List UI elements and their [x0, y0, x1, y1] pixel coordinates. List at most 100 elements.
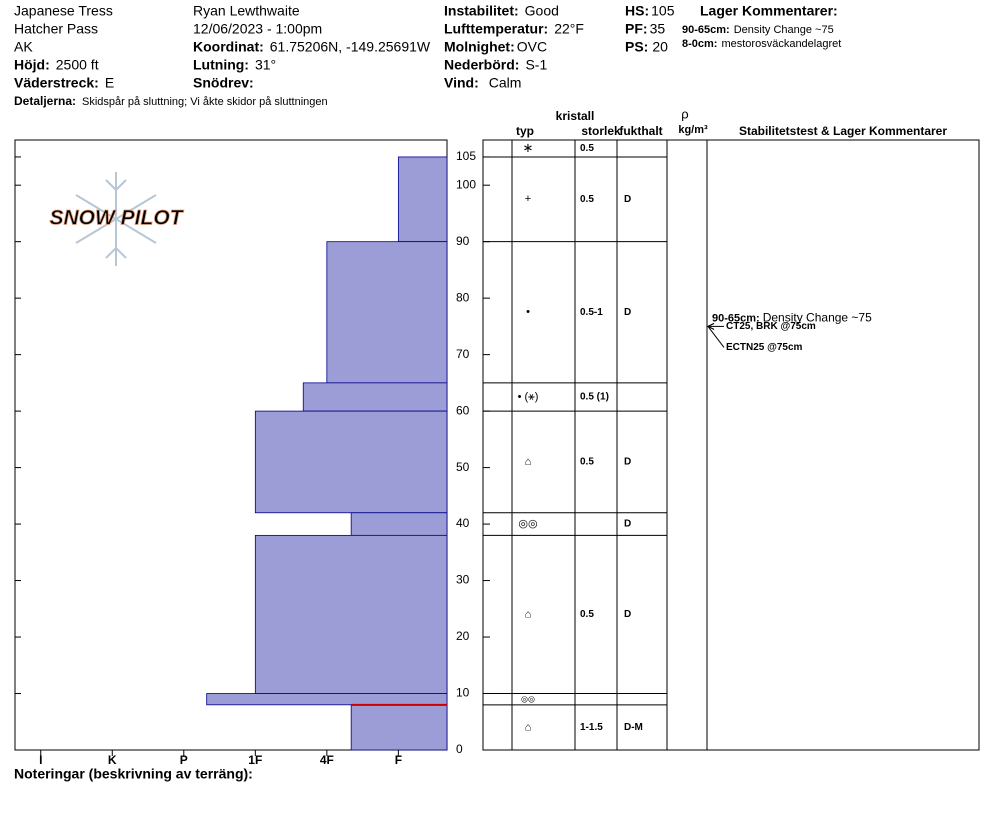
slope-label: Lutning: — [193, 57, 249, 73]
x-tick-label: 4F — [320, 753, 334, 767]
layer-comment-text: mestorosväckandelagret — [721, 38, 841, 50]
moisture: D — [624, 609, 631, 620]
air-temperature-value: 22°F — [554, 21, 584, 37]
y-tick-label: 10 — [456, 686, 470, 700]
elevation-label: Höjd: — [14, 57, 50, 73]
y-tick-label: 100 — [456, 177, 476, 191]
aspect-label: Väderstreck: — [14, 75, 99, 91]
coordinates-value: 61.75206N, -149.25691W — [270, 39, 431, 55]
range: Hatcher Pass — [14, 21, 98, 37]
logo-flake — [75, 172, 157, 266]
hardness-bar — [350, 512, 448, 536]
moisture: D — [624, 457, 631, 468]
moisture: D — [624, 519, 631, 530]
hs-value: 105 — [651, 3, 675, 19]
grain-size: 0.5-1 — [580, 307, 603, 318]
x-tick-label: K — [108, 753, 117, 767]
moisture: D — [624, 194, 631, 205]
wind-value: Calm — [489, 75, 522, 91]
column-density-1: ρ — [681, 106, 688, 121]
y-tick-label: 50 — [456, 460, 470, 474]
y-tick-label: 90 — [456, 234, 470, 248]
y-tick-label: 70 — [456, 347, 470, 361]
wind-label: Vind: — [444, 75, 479, 91]
column-density-2: kg/m³ — [678, 124, 708, 136]
sky-label: Molnighet: — [444, 39, 515, 55]
surface-size: 0.5 — [580, 143, 594, 154]
moisture: D — [624, 307, 631, 318]
layer-comment-depth: 90-65cm: — [682, 24, 730, 36]
grain-type: ⌂ — [525, 721, 532, 733]
hardness-bar — [326, 241, 448, 384]
x-tick-label: F — [395, 753, 402, 767]
layer-comment-depth: 8-0cm: — [682, 38, 717, 50]
hardness-bar — [350, 704, 448, 751]
layer-comments-title: Lager Kommentarer: — [700, 3, 838, 19]
instability-value: Good — [525, 3, 559, 19]
notes-label: Noteringar (beskrivning av terräng): — [14, 766, 253, 782]
annotation-comment-text: Density Change ~75 — [763, 311, 872, 325]
column-comments: Stabilitetstest & Lager Kommentarer — [739, 124, 947, 138]
grain-size: 0.5 — [580, 609, 594, 620]
precipitation-label: Nederbörd: — [444, 57, 519, 73]
y-tick-label: 105 — [456, 149, 476, 163]
ps-label: PS: — [625, 39, 648, 55]
observer: Ryan Lewthwaite — [193, 3, 300, 19]
test-arrow-head — [706, 322, 715, 330]
table-frame — [482, 139, 980, 751]
x-tick-label: 1F — [248, 753, 262, 767]
hardness-bar — [206, 693, 448, 706]
hardness-bar — [397, 156, 448, 243]
coordinates-label: Koordinat: — [193, 39, 264, 55]
column-moisture: fukthalt — [619, 124, 662, 138]
column-size-2: storlek — [581, 124, 621, 138]
x-tick-label: P — [180, 753, 188, 767]
grain-size: 0.5 (1) — [580, 392, 609, 403]
surface-grain: ∗ — [523, 140, 534, 155]
hardness-bar — [254, 534, 448, 694]
layer-comment-text: Density Change ~75 — [734, 24, 834, 36]
grain-type: ◎◎ — [518, 518, 537, 530]
stability-test: CT25, BRK @75cm — [726, 321, 816, 332]
stability-test: ECTN25 @75cm — [726, 342, 803, 353]
hardness-bar — [254, 410, 448, 514]
y-tick-label: 80 — [456, 290, 470, 304]
precipitation-value: S-1 — [525, 57, 547, 73]
location: Japanese Tress — [14, 3, 113, 19]
grain-type: ◎◎ — [521, 694, 535, 703]
grain-size: 0.5 — [580, 194, 594, 205]
details-label: Detaljerna: — [14, 94, 76, 108]
sky-value: OVC — [517, 39, 547, 55]
logo-text: SNOW PILOT — [50, 207, 185, 230]
pf-label: PF: — [625, 21, 648, 37]
moisture: D-M — [624, 722, 643, 733]
y-tick-label: 60 — [456, 403, 470, 417]
datetime: 12/06/2023 - 1:00pm — [193, 21, 322, 37]
pf-value: 35 — [650, 21, 666, 37]
y-tick-label: 0 — [456, 742, 463, 756]
state: AK — [14, 39, 33, 55]
column-type: typ — [516, 124, 534, 138]
grain-type: ⌂ — [525, 608, 532, 620]
slope-value: 31° — [255, 57, 276, 73]
y-tick-label: 40 — [456, 516, 470, 530]
elevation-value: 2500 ft — [56, 57, 99, 73]
instability-label: Instabilitet: — [444, 3, 519, 19]
wind-loading-label: Snödrev: — [193, 75, 254, 91]
grain-type: + — [525, 193, 531, 205]
y-tick-label: 20 — [456, 629, 470, 643]
details-value: Skidspår på sluttning; Vi åkte skidor på… — [82, 96, 328, 108]
hardness-bar — [302, 382, 448, 412]
column-size-1: kristall — [556, 109, 595, 123]
ps-value: 20 — [652, 39, 668, 55]
hs-label: HS: — [625, 3, 649, 19]
grain-size: 0.5 — [580, 457, 594, 468]
aspect-value: E — [105, 75, 114, 91]
air-temperature-label: Lufttemperatur: — [444, 21, 548, 37]
annotation-comment-depth: 90-65cm: — [712, 312, 760, 324]
grain-size: 1-1.5 — [580, 722, 603, 733]
grain-type: • — [526, 306, 530, 318]
grain-type: • (⚹) — [518, 391, 539, 403]
y-tick-label: 30 — [456, 573, 470, 587]
